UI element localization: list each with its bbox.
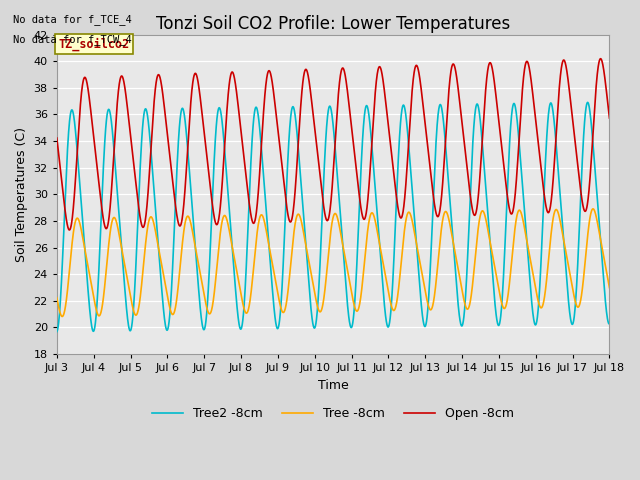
Tree2 -8cm [149,170,157,176]
Open -8cm [53,135,61,141]
Open -8cm [595,60,603,66]
Tree -8cm [53,295,61,300]
Tree -8cm [595,228,603,234]
Tree -8cm [536,302,543,308]
Tree2 -8cm [595,215,603,221]
Tree2 -8cm [116,222,124,228]
Tree2 -8cm [265,240,273,245]
Tree -8cm [289,239,297,244]
Tree -8cm [605,285,613,290]
Title: Tonzi Soil CO2 Profile: Lower Temperatures: Tonzi Soil CO2 Profile: Lower Temperatur… [156,15,510,33]
Tree -8cm [116,237,124,242]
Open -8cm [265,68,273,73]
X-axis label: Time: Time [318,379,349,392]
Tree2 -8cm [53,329,61,335]
Text: No data for f_TCW_4: No data for f_TCW_4 [13,34,132,45]
Tree -8cm [149,217,157,223]
Open -8cm [605,115,613,121]
Open -8cm [116,77,124,83]
Tree -8cm [58,313,66,319]
Tree2 -8cm [289,104,296,109]
Open -8cm [596,56,604,61]
Line: Tree -8cm: Tree -8cm [57,209,609,316]
Tree -8cm [589,206,597,212]
Open -8cm [289,211,297,216]
Tree2 -8cm [584,99,591,105]
Text: TZ_soilco2: TZ_soilco2 [59,37,130,50]
Legend: Tree2 -8cm, Tree -8cm, Open -8cm: Tree2 -8cm, Tree -8cm, Open -8cm [147,402,519,425]
Text: No data for f_TCE_4: No data for f_TCE_4 [13,14,132,25]
Y-axis label: Soil Temperatures (C): Soil Temperatures (C) [15,127,28,262]
Line: Open -8cm: Open -8cm [57,59,609,230]
Line: Tree2 -8cm: Tree2 -8cm [57,102,609,332]
Open -8cm [65,227,73,233]
Tree2 -8cm [535,295,543,301]
Open -8cm [149,116,157,122]
Open -8cm [536,149,543,155]
Tree -8cm [265,242,273,248]
Tree2 -8cm [605,321,613,326]
